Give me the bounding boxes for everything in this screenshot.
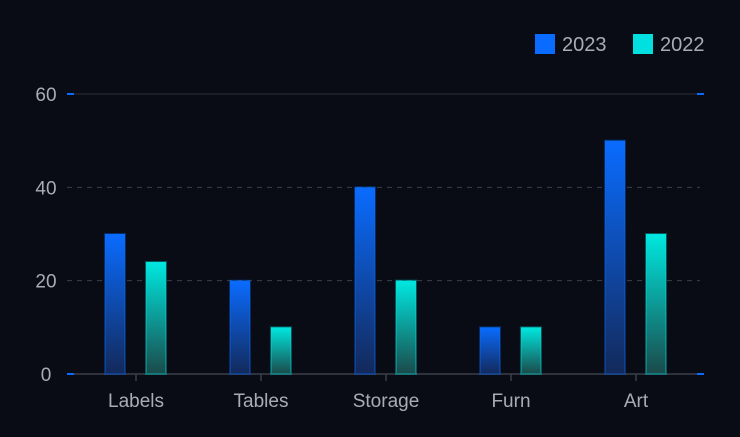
bar-2022 [145, 261, 167, 375]
legend-label: 2023 [562, 34, 607, 56]
bar-2022 [395, 279, 417, 375]
x-tick-label: Labels [108, 391, 164, 412]
bar-2022 [270, 326, 292, 376]
bar-2023 [479, 326, 501, 376]
bar-2023 [354, 186, 376, 375]
x-tick-label: Art [624, 391, 649, 412]
legend-label: 2022 [660, 34, 705, 56]
bar-2022 [645, 233, 667, 375]
legend-swatch [633, 34, 653, 54]
bar-2022 [520, 326, 542, 376]
legend-swatch [535, 34, 555, 54]
x-tick-label: Tables [234, 391, 289, 412]
x-tick-label: Furn [491, 391, 530, 412]
x-tick-label: Storage [353, 391, 420, 412]
y-tick-label: 60 [35, 85, 56, 106]
y-tick-label: 0 [41, 365, 52, 386]
bar-2023 [229, 279, 251, 375]
bar-2023 [604, 139, 626, 375]
bar-2023 [104, 233, 126, 375]
y-tick-label: 20 [35, 272, 56, 293]
y-tick-label: 40 [35, 178, 56, 199]
